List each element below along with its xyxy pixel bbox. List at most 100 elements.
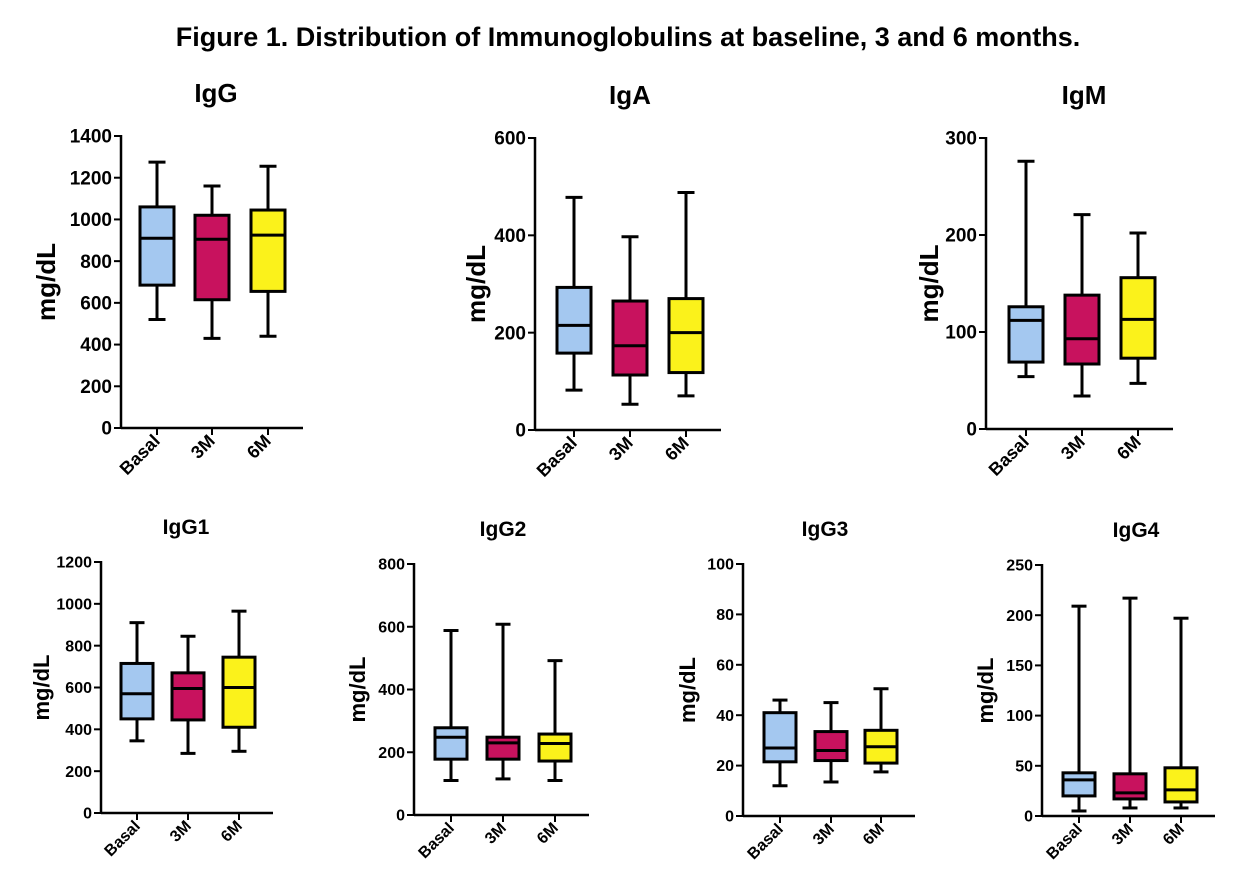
box-iqr — [249, 208, 287, 293]
y-tick-label: 200 — [378, 745, 405, 762]
y-tick-label: 0 — [725, 809, 734, 826]
x-tick-label: 6M — [218, 818, 246, 846]
x-tick-label: 3M — [167, 818, 195, 846]
y-tick-label: 600 — [494, 129, 526, 150]
box-3m — [813, 701, 849, 784]
box-3m — [1063, 213, 1101, 398]
y-tick-label: 0 — [396, 808, 405, 825]
y-axis-label: mg/dL — [29, 655, 54, 721]
y-tick-label: 400 — [65, 722, 92, 739]
chart-title: IgA — [609, 80, 651, 110]
chart-panel-igg4: IgG4 mg/dL 0 50 100 150 200 250 Basal 3M 6M — [973, 519, 1215, 863]
y-tick-label: 250 — [1006, 558, 1033, 575]
y-axis-label: mg/dL — [973, 658, 998, 724]
box-iqr — [138, 205, 176, 287]
y-tick-label: 400 — [494, 226, 526, 247]
box-iqr — [1061, 771, 1097, 798]
chart-panel-igg3: IgG3 mg/dL 0 20 40 60 80 100 Basal 3M 6M — [675, 518, 915, 863]
chart-title: IgG4 — [1113, 519, 1160, 542]
x-tick-label: 3M — [605, 433, 637, 465]
y-tick-label: 0 — [515, 421, 526, 442]
box-basal — [762, 698, 798, 788]
x-tick-label: 6M — [243, 431, 275, 463]
y-tick-label: 0 — [966, 420, 977, 441]
box-iqr — [433, 726, 469, 761]
y-tick-label: 50 — [1015, 758, 1033, 775]
y-tick-label: 1400 — [70, 127, 112, 148]
y-tick-label: 200 — [65, 764, 92, 781]
chart-title: IgG1 — [163, 516, 210, 539]
y-tick-label: 1000 — [70, 210, 112, 231]
box-basal — [119, 621, 155, 743]
chart-panel-igg2: IgG2 mg/dL 0 200 400 600 800 Basal 3M 6M — [345, 518, 589, 862]
y-tick-label: 600 — [378, 619, 405, 636]
box-iqr — [1112, 772, 1148, 801]
y-tick-label: 0 — [1024, 809, 1033, 826]
x-tick-label: Basal — [1044, 821, 1086, 863]
y-tick-label: 1200 — [70, 168, 112, 189]
chart-title: IgG2 — [480, 518, 527, 541]
x-tick-label: 3M — [1057, 432, 1089, 464]
chart-panel-iga: IgA mg/dL 0 200 400 600 Basal 3M 6M — [461, 80, 721, 481]
y-tick-label: 800 — [65, 638, 92, 655]
x-tick-label: Basal — [102, 818, 144, 860]
box-3m — [485, 622, 521, 781]
box-basal — [1061, 604, 1097, 813]
box-basal — [555, 195, 593, 392]
chart-panel-igg: IgG mg/dL 0 200 400 600 800 1000 1200 1400 Basal 3M… — [31, 78, 303, 479]
x-tick-label: 6M — [1160, 821, 1188, 849]
y-tick-label: 800 — [378, 557, 405, 574]
box-basal — [433, 629, 469, 782]
box-iqr — [555, 285, 593, 355]
box-3m — [170, 634, 206, 755]
box-iqr — [611, 299, 649, 377]
y-axis-label: mg/dL — [461, 245, 491, 323]
y-tick-label: 40 — [716, 708, 734, 725]
y-tick-label: 200 — [80, 377, 112, 398]
x-tick-label: Basal — [116, 431, 164, 479]
chart-title: IgG — [194, 78, 237, 108]
x-tick-label: Basal — [985, 432, 1033, 480]
x-tick-label: 3M — [1109, 821, 1137, 849]
box-6m — [1119, 231, 1157, 385]
box-3m — [1112, 596, 1148, 810]
y-tick-label: 60 — [716, 657, 734, 674]
y-tick-label: 800 — [80, 252, 112, 273]
y-tick-label: 600 — [65, 680, 92, 697]
y-tick-label: 80 — [716, 607, 734, 624]
box-iqr — [667, 297, 705, 375]
box-iqr — [537, 732, 573, 763]
box-iqr — [221, 655, 257, 729]
box-iqr — [193, 213, 231, 302]
chart-panel-igm: IgM mg/dL 0 100 200 300 Basal 3M 6M — [914, 80, 1173, 480]
box-iqr — [762, 711, 798, 764]
y-tick-label: 100 — [1006, 708, 1033, 725]
y-axis-label: mg/dL — [675, 657, 700, 723]
x-tick-label: Basal — [416, 820, 458, 862]
y-tick-label: 400 — [80, 335, 112, 356]
box-6m — [863, 687, 899, 774]
box-iqr — [485, 735, 521, 761]
y-tick-label: 100 — [707, 557, 734, 574]
y-tick-label: 200 — [494, 323, 526, 344]
chart-panel-igg1: IgG1 mg/dL 0 200 400 600 800 1000 1200 Basal 3M 6M — [29, 516, 273, 860]
x-tick-label: 3M — [810, 821, 838, 849]
x-tick-label: 6M — [661, 433, 693, 465]
chart-title: IgG3 — [802, 518, 849, 541]
y-tick-label: 400 — [378, 682, 405, 699]
x-tick-label: Basal — [745, 821, 787, 863]
x-tick-label: 6M — [534, 820, 562, 848]
x-tick-label: 6M — [860, 821, 888, 849]
y-tick-label: 200 — [1006, 608, 1033, 625]
x-tick-label: 3M — [482, 820, 510, 848]
y-tick-label: 150 — [1006, 658, 1033, 675]
y-axis-label: mg/dL — [31, 243, 61, 321]
box-3m — [193, 184, 231, 340]
box-iqr — [1063, 293, 1101, 366]
y-axis-label: mg/dL — [345, 657, 370, 723]
box-iqr — [813, 730, 849, 763]
figure-title: Figure 1. Distribution of Immunoglobulin… — [175, 22, 1081, 52]
y-tick-label: 100 — [945, 323, 977, 344]
y-tick-label: 1000 — [56, 596, 92, 613]
